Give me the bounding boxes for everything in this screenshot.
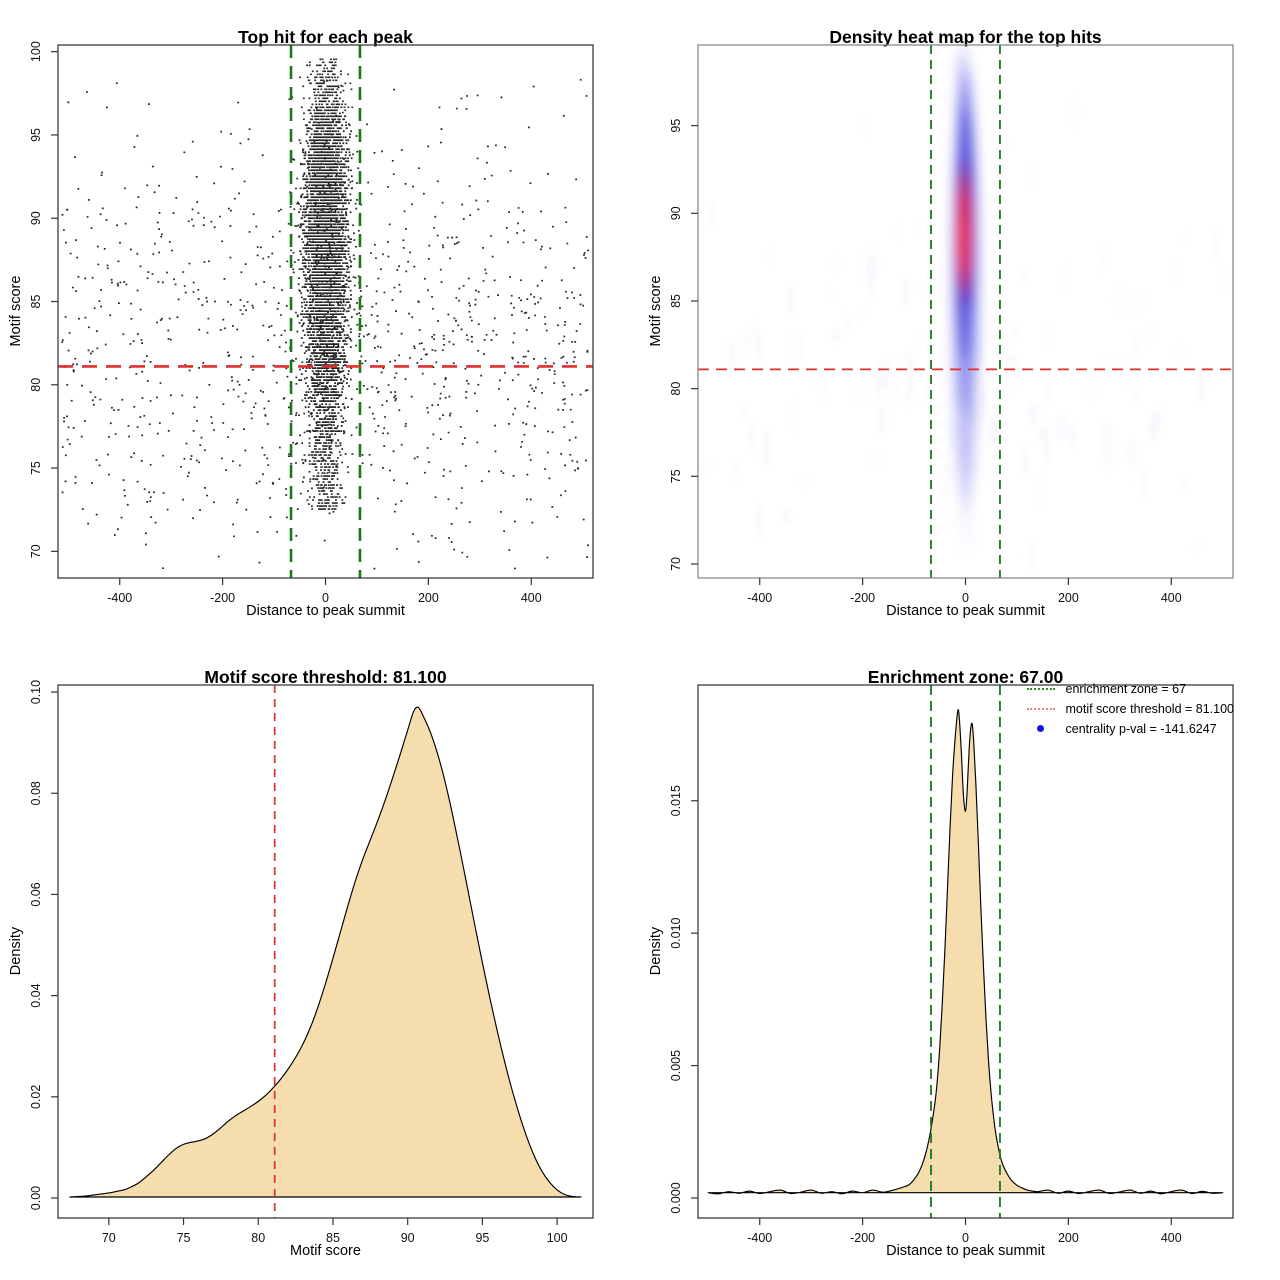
svg-text:90: 90	[29, 211, 43, 225]
red-dotted-line-icon	[1026, 707, 1055, 710]
panel-title: Density heat map for the top hits	[829, 26, 1102, 47]
svg-text:75: 75	[669, 469, 683, 483]
svg-text:85: 85	[326, 1231, 340, 1245]
svg-text:-200: -200	[210, 591, 235, 605]
panel-enrichment-zone-density: Enrichment zone: 67.00 Density -400 -200 0…	[640, 640, 1280, 1280]
svg-text:0.000: 0.000	[669, 1182, 683, 1213]
panel-title: Motif score threshold: 81.100	[204, 666, 447, 687]
panel-motif-score-density: Motif score threshold: 81.100 Density 70…	[0, 640, 640, 1280]
plot-legend: enrichment zone = 67 motif score thresho…	[1026, 680, 1235, 737]
legend-item-motif-score-threshold: motif score threshold = 81.100	[1026, 700, 1235, 717]
svg-text:0.08: 0.08	[29, 781, 43, 805]
svg-text:0.10: 0.10	[29, 680, 43, 704]
x-axis-label: Motif score	[290, 1243, 361, 1259]
density-plot-svg: -400 -200 0 200 400 0.000 0.005 0.010 0.015	[669, 684, 1234, 1245]
heatmap-plot-svg: -400 -200 0 200 400 70 75 80 85 90 95	[669, 44, 1234, 605]
svg-text:-200: -200	[850, 591, 875, 605]
legend-label: centrality p-val = -141.6247	[1065, 721, 1217, 736]
svg-text:0: 0	[962, 1231, 969, 1245]
svg-text:0: 0	[322, 591, 329, 605]
svg-text:70: 70	[669, 557, 683, 571]
svg-text:80: 80	[29, 378, 43, 392]
svg-text:-400: -400	[747, 1231, 772, 1245]
green-dotted-line-icon	[1026, 687, 1055, 690]
svg-text:400: 400	[521, 591, 542, 605]
x-axis-label: Distance to peak summit	[886, 603, 1045, 619]
panel-title: Top hit for each peak	[238, 26, 413, 47]
blue-dot-icon	[1027, 724, 1055, 734]
svg-text:95: 95	[475, 1231, 489, 1245]
svg-text:400: 400	[1161, 1231, 1182, 1245]
scatter-plot-svg: -400 -200 0 200 400 70 75 80 85 90 95 100	[29, 41, 594, 605]
svg-text:85: 85	[669, 294, 683, 308]
svg-text:0.00: 0.00	[29, 1186, 43, 1210]
svg-text:95: 95	[669, 119, 683, 133]
svg-text:0: 0	[962, 591, 969, 605]
svg-text:70: 70	[102, 1231, 116, 1245]
x-axis-label: Distance to peak summit	[246, 603, 405, 619]
svg-text:80: 80	[251, 1231, 265, 1245]
panel-density-heatmap: Density heat map for the top hits Motif …	[640, 0, 1280, 640]
svg-text:95: 95	[29, 128, 43, 142]
svg-text:75: 75	[29, 461, 43, 475]
svg-text:90: 90	[401, 1231, 415, 1245]
svg-text:-400: -400	[107, 591, 132, 605]
svg-text:90: 90	[669, 206, 683, 220]
svg-text:0.06: 0.06	[29, 882, 43, 906]
svg-text:70: 70	[29, 544, 43, 558]
svg-text:85: 85	[29, 295, 43, 309]
panel-top-hit-scatter: Top hit for each peak Motif score -400 -2…	[0, 0, 640, 640]
svg-text:100: 100	[29, 41, 43, 62]
svg-text:0.005: 0.005	[669, 1050, 683, 1081]
legend-item-enrichment-zone: enrichment zone = 67	[1026, 680, 1235, 697]
svg-text:200: 200	[1058, 591, 1079, 605]
legend-label: motif score threshold = 81.100	[1065, 701, 1235, 716]
svg-text:0.04: 0.04	[29, 983, 43, 1007]
legend-item-centrality-pval: centrality p-val = -141.6247	[1027, 720, 1235, 737]
svg-text:0.015: 0.015	[669, 785, 683, 816]
density-plot-svg: 70 75 80 85 90 95 100 0.00 0.02 0.04 0.06 0.08 0.10	[29, 680, 594, 1245]
svg-text:-400: -400	[747, 591, 772, 605]
svg-text:0.010: 0.010	[669, 917, 683, 948]
legend-label: enrichment zone = 67	[1065, 681, 1187, 696]
svg-text:100: 100	[547, 1231, 568, 1245]
x-axis-label: Distance to peak summit	[886, 1243, 1045, 1259]
svg-text:400: 400	[1161, 591, 1182, 605]
svg-text:200: 200	[418, 591, 439, 605]
svg-text:80: 80	[669, 382, 683, 396]
svg-text:-200: -200	[850, 1231, 875, 1245]
panel-title: Enrichment zone: 67.00	[867, 666, 1064, 687]
svg-text:0.02: 0.02	[29, 1085, 43, 1109]
svg-text:200: 200	[1058, 1231, 1079, 1245]
svg-text:75: 75	[177, 1231, 191, 1245]
